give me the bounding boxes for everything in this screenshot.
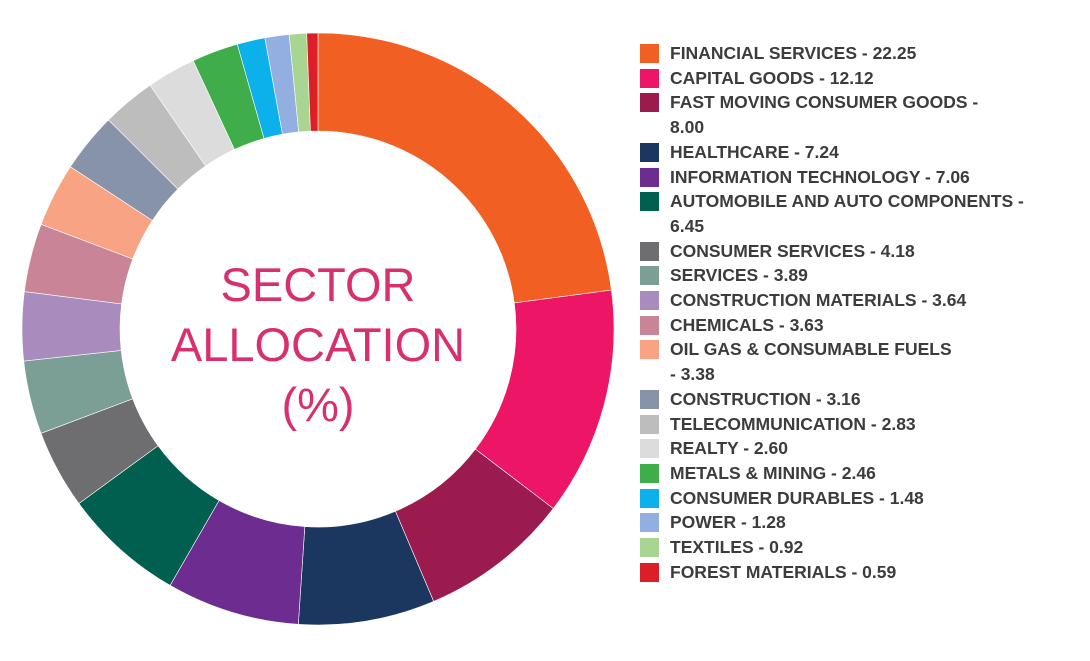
legend-swatch xyxy=(640,562,659,582)
legend-swatch xyxy=(640,93,659,113)
chart-title-line-3: (%) xyxy=(281,378,355,431)
slice-financial-services xyxy=(317,32,612,304)
legend-swatch xyxy=(640,439,659,459)
legend-item: CONSTRUCTION MATERIALS - 3.64 xyxy=(640,288,1085,313)
legend-item: OIL GAS & CONSUMABLE FUELS - 3.38 xyxy=(640,337,1085,386)
legend-label: CONSUMER SERVICES - 4.18 xyxy=(670,240,915,261)
legend-swatch xyxy=(640,538,659,558)
legend-label: FAST MOVING CONSUMER GOODS - 8.00 xyxy=(670,92,979,138)
legend-label: OIL GAS & CONSUMABLE FUELS - 3.38 xyxy=(670,339,952,385)
legend-label: CONSTRUCTION - 3.16 xyxy=(670,388,861,409)
legend-item: CONSTRUCTION - 3.16 xyxy=(640,387,1085,412)
legend-swatch xyxy=(640,192,659,212)
legend-item: INFORMATION TECHNOLOGY - 7.06 xyxy=(640,165,1085,190)
legend-item: TEXTILES - 0.92 xyxy=(640,535,1085,560)
legend-label: POWER - 1.28 xyxy=(670,512,786,533)
legend-label: AUTOMOBILE AND AUTO COMPONENTS - 6.45 xyxy=(670,191,1024,236)
legend-item: CAPITAL GOODS - 12.12 xyxy=(640,66,1085,91)
chart-title-line-2: ALLOCATION xyxy=(170,318,466,371)
legend-item: CONSUMER SERVICES - 4.18 xyxy=(640,239,1085,264)
legend-item: FOREST MATERIALS - 0.59 xyxy=(640,560,1085,585)
chart-legend: FINANCIAL SERVICES - 22.25 CAPITAL GOODS … xyxy=(640,41,1085,584)
legend-label: TEXTILES - 0.92 xyxy=(670,537,804,558)
legend-label: SERVICES - 3.89 xyxy=(670,265,808,286)
legend-swatch xyxy=(640,513,659,533)
legend-item: FAST MOVING CONSUMER GOODS - 8.00 xyxy=(640,90,1085,139)
legend-swatch xyxy=(640,68,659,88)
chart-title-line-1: SECTOR xyxy=(220,258,416,311)
legend-item: TELECOMMUNICATION - 2.83 xyxy=(640,412,1085,437)
legend-label: TELECOMMUNICATION - 2.83 xyxy=(670,413,916,434)
sector-donut-chart xyxy=(21,32,615,626)
legend-swatch xyxy=(640,315,659,335)
legend-item: METALS & MINING - 2.46 xyxy=(640,461,1085,486)
legend-swatch xyxy=(640,340,659,360)
legend-item: CHEMICALS - 3.63 xyxy=(640,313,1085,338)
legend-swatch xyxy=(640,488,659,508)
legend-label: INFORMATION TECHNOLOGY - 7.06 xyxy=(670,166,970,187)
chart-title: SECTOR ALLOCATION (%) xyxy=(120,255,516,435)
legend-swatch xyxy=(640,142,659,162)
legend-swatch xyxy=(640,266,659,286)
legend-label: FINANCIAL SERVICES - 22.25 xyxy=(670,43,917,63)
legend-swatch xyxy=(640,389,659,409)
legend-label: CAPITAL GOODS - 12.12 xyxy=(670,67,874,88)
legend-label: CONSTRUCTION MATERIALS - 3.64 xyxy=(670,290,967,311)
legend-item: FINANCIAL SERVICES - 22.25 xyxy=(640,41,1085,66)
legend-swatch xyxy=(640,463,659,483)
legend-label: CONSUMER DURABLES - 1.48 xyxy=(670,487,924,508)
legend-label: HEALTHCARE - 7.24 xyxy=(670,141,839,162)
legend-item: CONSUMER DURABLES - 1.48 xyxy=(640,486,1085,511)
legend-swatch xyxy=(640,167,659,187)
legend-item: AUTOMOBILE AND AUTO COMPONENTS - 6.45 xyxy=(640,189,1085,238)
legend-label: FOREST MATERIALS - 0.59 xyxy=(670,561,897,582)
legend-item: SERVICES - 3.89 xyxy=(640,263,1085,288)
legend-swatch xyxy=(640,291,659,311)
legend-label: REALTY - 2.60 xyxy=(670,438,788,459)
legend-swatch xyxy=(640,241,659,261)
slice-forest-materials xyxy=(306,32,319,132)
legend-item: REALTY - 2.60 xyxy=(640,436,1085,461)
legend-swatch xyxy=(640,414,659,434)
legend-item: POWER - 1.28 xyxy=(640,510,1085,535)
legend-item: HEALTHCARE - 7.24 xyxy=(640,140,1085,165)
legend-swatch xyxy=(640,44,659,63)
legend-label: CHEMICALS - 3.63 xyxy=(670,314,824,335)
legend-label: METALS & MINING - 2.46 xyxy=(670,462,876,483)
